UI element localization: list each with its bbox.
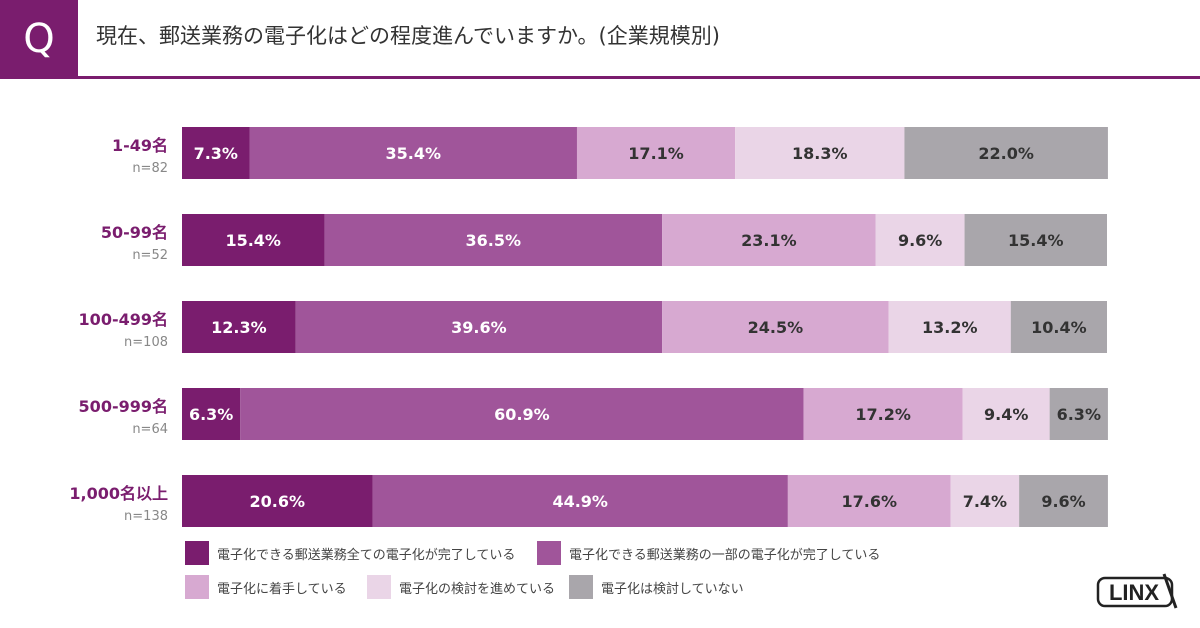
legend: 電子化できる郵送業務全ての電子化が完了している 電子化できる郵送業務の一部の電子… [185,541,945,611]
sample-size-label: n=82 [132,161,168,176]
data-label: 17.6% [842,492,898,511]
data-label: 9.6% [898,231,942,250]
bar-segment [875,214,965,266]
bar-segment [576,127,736,179]
data-label: 6.3% [1057,405,1101,424]
bar-segment [1010,301,1107,353]
legend-swatch [537,541,561,565]
data-label: 10.4% [1031,318,1087,337]
legend-item-started: 電子化に着手している [185,575,347,599]
data-label: 15.4% [1008,231,1064,250]
bar-segment [182,214,325,266]
bar-segment [964,214,1107,266]
legend-swatch [569,575,593,599]
data-label: 60.9% [494,405,550,424]
bar-segment [888,301,1011,353]
bar-segment [324,214,663,266]
data-label: 7.4% [963,492,1007,511]
bar-segment [735,127,905,179]
legend-item-complete-all: 電子化できる郵送業務全ての電子化が完了している [185,541,515,565]
bar-segment [803,388,963,440]
question-badge: Q [0,0,78,78]
bar-segment [1049,388,1108,440]
bar-segment [962,388,1050,440]
bar-segment [950,475,1020,527]
legend-swatch [185,541,209,565]
legend-item-complete-partial: 電子化できる郵送業務の一部の電子化が完了している [537,541,880,565]
question-badge-label: Q [23,16,55,62]
legend-label: 電子化に着手している [217,581,347,597]
stacked-bar-chart: 1-49名 n=82 7.3% 35.4% 17.1% 18.3% 22.0% 50-99名 n… [69,127,1108,527]
linx-logo: LINX [1096,572,1180,610]
data-label: 12.3% [211,318,267,337]
data-label: 24.5% [748,318,804,337]
bar-segment [787,475,951,527]
bar-segment [295,301,663,353]
sample-size-label: n=64 [132,422,168,437]
legend-item-considering: 電子化の検討を進めている [367,575,555,599]
bar-segment [662,214,876,266]
data-label: 35.4% [385,144,441,163]
legend-item-not-considering: 電子化は検討していない [569,575,744,599]
category-label: 1,000名以上 [69,484,168,503]
bar-segment [182,475,373,527]
legend-label: 電子化の検討を進めている [399,581,556,597]
data-label: 9.6% [1041,492,1085,511]
sample-size-label: n=52 [132,248,168,263]
data-label: 9.4% [984,405,1028,424]
logo-text: LINX [1109,580,1159,605]
legend-label: 電子化できる郵送業務の一部の電子化が完了している [569,547,881,563]
data-label: 17.2% [855,405,911,424]
sample-size-label: n=108 [124,335,168,350]
data-label: 17.1% [628,144,684,163]
linx-logo-mark: LINX [1096,573,1178,609]
bar-segment [249,127,577,179]
category-label: 1-49名 [112,136,168,155]
data-label: 36.5% [466,231,522,250]
data-label: 23.1% [741,231,797,250]
bar-segment [182,127,250,179]
data-label: 7.3% [194,144,238,163]
page-title: 現在、郵送業務の電子化はどの程度進んでいますか。(企業規模別) [96,24,720,48]
bar-segment [1019,475,1108,527]
header-divider [0,76,1200,79]
bar-segment [240,388,804,440]
category-label: 50-99名 [101,223,168,242]
legend-swatch [185,575,209,599]
data-label: 44.9% [552,492,608,511]
legend-label: 電子化は検討していない [601,581,744,597]
data-label: 20.6% [250,492,306,511]
sample-size-label: n=138 [124,509,168,524]
bar-segment [372,475,788,527]
bar-segment [904,127,1108,179]
data-label: 18.3% [792,144,848,163]
bar-segment [182,301,296,353]
data-label: 22.0% [978,144,1034,163]
data-label: 39.6% [451,318,507,337]
bar-segment [662,301,889,353]
data-label: 15.4% [225,231,281,250]
data-label: 6.3% [189,405,233,424]
header-band [78,0,1200,78]
category-label: 500-999名 [79,397,168,416]
header: Q 現在、郵送業務の電子化はどの程度進んでいますか。(企業規模別) [0,0,1200,79]
data-label: 13.2% [922,318,978,337]
legend-swatch [367,575,391,599]
legend-label: 電子化できる郵送業務全ての電子化が完了している [217,547,516,563]
bar-segment [182,388,241,440]
category-label: 100-499名 [79,310,168,329]
